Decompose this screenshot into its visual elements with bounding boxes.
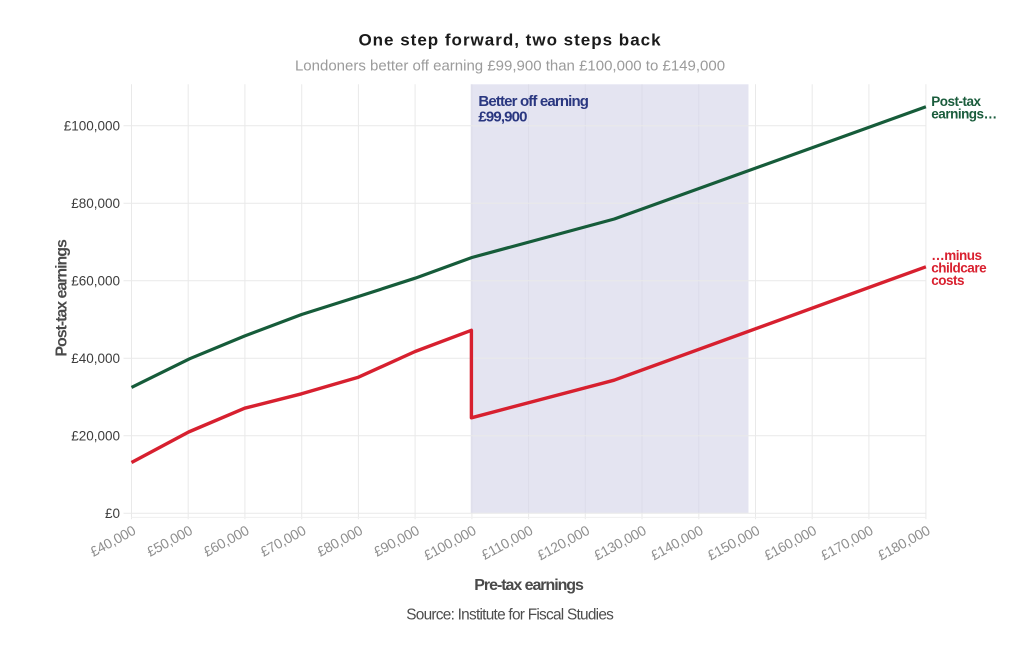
svg-text:£0: £0 [105,506,120,521]
svg-text:Post-tax: Post-tax [931,94,981,109]
svg-text:£20,000: £20,000 [71,428,120,443]
svg-text:costs: costs [931,273,964,288]
svg-text:£99,900: £99,900 [478,109,527,126]
svg-text:£40,000: £40,000 [71,351,120,366]
svg-text:One step forward, two steps ba: One step forward, two steps back [358,31,661,50]
svg-text:£60,000: £60,000 [71,274,120,289]
svg-text:£100,000: £100,000 [64,119,120,134]
svg-text:Pre-tax earnings: Pre-tax earnings [474,577,584,594]
svg-text:Source: Institute for Fiscal S: Source: Institute for Fiscal Studies [406,607,614,624]
svg-text:Post-tax earnings: Post-tax earnings [54,239,71,357]
svg-text:Londoners better off earning £: Londoners better off earning £99,900 tha… [295,57,725,74]
svg-text:childcare: childcare [931,261,987,276]
svg-text:earnings…: earnings… [931,106,996,121]
svg-text:…minus: …minus [931,248,981,263]
svg-text:Better off earning: Better off earning [478,93,588,110]
svg-text:£80,000: £80,000 [71,196,120,211]
